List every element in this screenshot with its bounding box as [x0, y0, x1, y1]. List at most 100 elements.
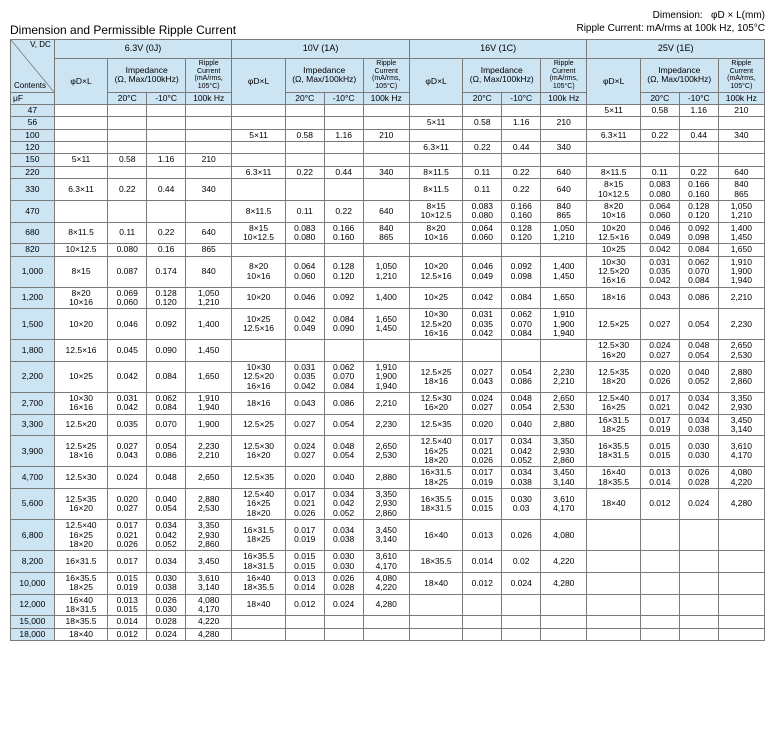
data-cell: 0.014	[463, 551, 502, 573]
data-cell: 340	[363, 166, 409, 178]
data-cell: 4,080	[541, 520, 587, 551]
data-cell: 16×35.5 18×31.5	[232, 551, 286, 573]
data-cell	[679, 616, 718, 628]
data-cell: 0.017 0.021 0.026	[285, 489, 324, 520]
data-cell: 0.083 0.080	[640, 179, 679, 201]
data-cell	[186, 200, 232, 222]
data-cell: 12.5×40 16×25 18×20	[54, 520, 108, 551]
data-cell: 0.045	[108, 340, 147, 362]
col-20c: 20°C	[285, 92, 324, 104]
data-cell: 0.44	[679, 129, 718, 141]
col-dxl: φD×L	[54, 59, 108, 105]
table-body: 475×110.581.16210565×110.581.162101005×1…	[11, 105, 765, 641]
data-cell	[541, 340, 587, 362]
data-cell	[502, 628, 541, 640]
data-cell: 16×40 18×35.5	[587, 467, 641, 489]
data-cell: 0.034	[147, 551, 186, 573]
data-cell	[718, 117, 764, 129]
data-cell	[108, 129, 147, 141]
data-cell: 10×20 12.5×16	[587, 222, 641, 244]
data-cell: 10×20 12.5×16	[409, 256, 463, 287]
col-20c: 20°C	[463, 92, 502, 104]
corner-bottom: Contents	[14, 82, 46, 91]
data-cell	[679, 628, 718, 640]
data-cell	[718, 520, 764, 551]
uf-cell: 2,200	[11, 362, 55, 393]
table-row: 8,20016×31.50.0170.0343,45016×35.5 18×31…	[11, 551, 765, 573]
data-cell: 1,400	[186, 309, 232, 340]
data-cell: 0.062 0.070 0.084	[324, 362, 363, 393]
data-cell: 18×16	[587, 287, 641, 309]
data-cell: 8×11.5	[409, 179, 463, 201]
data-cell	[409, 628, 463, 640]
data-cell: 0.084	[679, 244, 718, 256]
data-cell: 0.034 0.038	[679, 414, 718, 436]
data-cell: 0.22	[640, 129, 679, 141]
data-cell: 1,050 1,210	[718, 200, 764, 222]
data-cell: 0.030 0.03	[502, 489, 541, 520]
data-cell: 0.031 0.035 0.042	[285, 362, 324, 393]
data-cell: 0.58	[108, 154, 147, 166]
data-cell	[409, 129, 463, 141]
col-impedance: Impedance (Ω, Max/100kHz)	[108, 59, 186, 93]
data-cell: 12.5×35	[409, 414, 463, 436]
data-cell	[587, 594, 641, 616]
data-cell: 0.031 0.035 0.042	[463, 309, 502, 340]
data-cell: 18×40	[232, 594, 286, 616]
data-cell: 18×35.5	[54, 616, 108, 628]
data-cell: 0.024 0.027	[463, 393, 502, 415]
data-cell: 0.11	[108, 222, 147, 244]
data-cell: 1,400 1,450	[718, 222, 764, 244]
vgroup-10v: 10V (1A)	[232, 40, 410, 59]
data-cell: 0.012	[640, 489, 679, 520]
data-cell: 0.083 0.080	[463, 200, 502, 222]
data-cell: 0.020 0.027	[108, 489, 147, 520]
data-cell	[285, 117, 324, 129]
vgroup-6v: 6.3V (0J)	[54, 40, 232, 59]
data-cell: 0.042	[463, 287, 502, 309]
data-cell: 0.015 0.015	[285, 551, 324, 573]
data-cell: 0.11	[463, 166, 502, 178]
data-cell	[232, 628, 286, 640]
data-cell: 1,450	[186, 340, 232, 362]
data-cell: 16×35.5 18×31.5	[409, 489, 463, 520]
col-20c: 20°C	[108, 92, 147, 104]
data-cell: 0.44	[324, 166, 363, 178]
data-cell	[679, 520, 718, 551]
data-cell: 0.046	[108, 309, 147, 340]
data-cell	[232, 154, 286, 166]
col-ripple: Ripple Current (mA/rms, 105°C)	[363, 59, 409, 93]
data-cell: 3,450 3,140	[363, 520, 409, 551]
uf-cell: 220	[11, 166, 55, 178]
table-row: 4,70012.5×300.0240.0482,65012.5×350.0200…	[11, 467, 765, 489]
data-cell: 0.017 0.021 0.026	[108, 520, 147, 551]
data-cell: 10×25	[409, 287, 463, 309]
data-cell: 0.034 0.038	[502, 467, 541, 489]
col-ripple: Ripple Current (mA/rms, 105°C)	[186, 59, 232, 93]
data-cell: 12.5×35 18×20	[587, 362, 641, 393]
data-cell: 0.064 0.060	[285, 256, 324, 287]
data-cell: 0.084	[147, 362, 186, 393]
data-cell	[409, 105, 463, 117]
data-cell: 0.048 0.054	[324, 436, 363, 467]
uf-cell: 56	[11, 117, 55, 129]
data-cell: 4,280	[186, 628, 232, 640]
data-cell	[587, 628, 641, 640]
data-cell: 2,650	[186, 467, 232, 489]
data-cell: 0.017 0.019	[463, 467, 502, 489]
uf-cell: 3,300	[11, 414, 55, 436]
data-cell: 0.054	[679, 309, 718, 340]
uf-cell: 2,700	[11, 393, 55, 415]
data-cell: 0.054	[324, 414, 363, 436]
data-cell: 0.44	[147, 179, 186, 201]
data-cell: 10×20	[54, 309, 108, 340]
data-cell	[587, 142, 641, 154]
table-row: 2206.3×110.220.443408×11.50.110.226408×1…	[11, 166, 765, 178]
data-cell: 4,220	[186, 616, 232, 628]
data-cell: 0.092 0.098	[679, 222, 718, 244]
data-cell: 3,610 4,170	[718, 436, 764, 467]
table-row: 1,80012.5×160.0450.0901,45012.5×30 16×20…	[11, 340, 765, 362]
data-cell	[502, 244, 541, 256]
data-cell	[718, 628, 764, 640]
table-row: 1,2008×20 10×160.069 0.0600.128 0.1201,0…	[11, 287, 765, 309]
